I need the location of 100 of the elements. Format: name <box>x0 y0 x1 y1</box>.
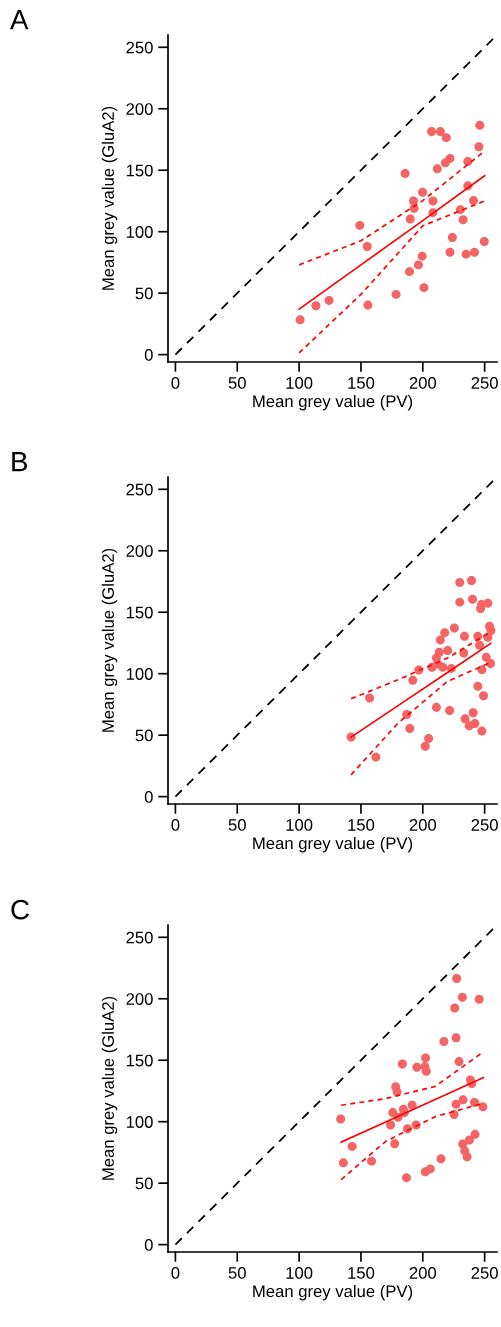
x-tick-label: 200 <box>409 377 437 389</box>
y-tick-label: 0 <box>144 1239 153 1251</box>
point <box>421 1066 431 1076</box>
x-tick-label: 0 <box>171 377 180 389</box>
x-axis-title: Mean grey value (PV) <box>253 836 413 853</box>
point <box>390 1139 400 1149</box>
point <box>424 733 434 743</box>
line-series <box>340 1076 485 1143</box>
point <box>355 220 365 230</box>
point <box>449 623 459 633</box>
x-tick-label: 100 <box>286 377 313 389</box>
point <box>421 1053 431 1063</box>
point <box>425 1164 435 1174</box>
point <box>481 652 491 662</box>
y-tick-label: 50 <box>135 729 153 742</box>
point <box>445 247 455 257</box>
point <box>405 724 415 734</box>
x-tick-label: 0 <box>171 819 180 831</box>
y-tick-label: 150 <box>126 606 153 619</box>
point <box>363 300 373 310</box>
y-tick-label: 50 <box>135 1177 153 1190</box>
point <box>479 237 489 247</box>
point <box>434 647 444 657</box>
x-tick-label: 100 <box>286 1267 313 1279</box>
y-axis-title: Mean grey value (GluA2) <box>101 548 118 732</box>
point <box>365 693 375 703</box>
point <box>438 662 448 672</box>
point <box>420 741 430 751</box>
y-tick-label: 250 <box>126 931 153 944</box>
point <box>479 691 489 701</box>
x-tick-label: 150 <box>348 1267 375 1279</box>
point <box>445 153 455 163</box>
x-axis-title: Mean grey value (PV) <box>253 394 413 411</box>
y-axis-title: Mean grey value (GluA2) <box>101 106 118 290</box>
point <box>447 232 457 242</box>
x-tick-label: 200 <box>409 1267 437 1279</box>
point <box>417 251 427 261</box>
point <box>418 187 428 197</box>
point <box>412 1062 422 1072</box>
point <box>431 702 441 712</box>
point <box>362 241 372 251</box>
point <box>486 626 496 636</box>
point <box>427 127 437 137</box>
y-tick-label: 150 <box>126 164 153 177</box>
x-tick-label: 200 <box>409 819 437 831</box>
point <box>473 681 483 691</box>
point <box>419 283 429 293</box>
point <box>413 260 423 270</box>
x-tick-label: 150 <box>348 819 375 831</box>
point <box>311 301 321 311</box>
point <box>400 169 410 179</box>
y-tick-label: 150 <box>126 1054 153 1067</box>
point <box>457 992 467 1002</box>
x-axis-title: Mean grey value (PV) <box>253 1284 413 1301</box>
point <box>388 1108 398 1118</box>
point <box>404 267 414 277</box>
y-tick-label: 250 <box>126 483 153 496</box>
point <box>474 142 484 152</box>
point <box>451 1099 461 1109</box>
line-series <box>298 200 486 354</box>
x-tick-label: 50 <box>228 1267 246 1279</box>
point <box>468 708 478 718</box>
point <box>428 196 438 206</box>
point <box>451 1033 461 1043</box>
x-tick-label: 250 <box>471 819 498 831</box>
y-tick-label: 250 <box>126 41 153 54</box>
point <box>475 640 485 650</box>
x-tick-label: 0 <box>171 1267 180 1279</box>
point <box>455 597 465 607</box>
point <box>478 1102 488 1112</box>
y-tick-label: 100 <box>126 226 153 238</box>
y-axis-title: Mean grey value (GluA2) <box>101 996 118 1180</box>
point <box>435 127 445 137</box>
point <box>474 994 484 1004</box>
point <box>443 646 453 656</box>
point <box>338 1158 348 1168</box>
point <box>475 120 485 130</box>
point <box>347 1141 357 1151</box>
point <box>405 214 415 224</box>
point <box>432 164 442 174</box>
chart-title: A <box>10 10 29 30</box>
point <box>371 752 381 762</box>
point <box>454 1057 464 1067</box>
point <box>440 628 450 638</box>
point <box>470 718 480 728</box>
point <box>397 1059 407 1069</box>
point <box>470 1129 480 1139</box>
point <box>336 1114 346 1124</box>
point <box>460 714 470 724</box>
point <box>486 659 496 669</box>
x-tick-label: 50 <box>228 377 246 389</box>
chart-title: C <box>11 899 29 920</box>
y-tick-label: 200 <box>126 103 153 115</box>
y-tick-label: 100 <box>126 668 153 680</box>
point <box>458 1095 468 1105</box>
point <box>367 1156 377 1166</box>
line-series <box>298 174 486 310</box>
point <box>439 1037 449 1047</box>
point <box>435 635 445 645</box>
x-tick-label: 100 <box>286 819 313 831</box>
